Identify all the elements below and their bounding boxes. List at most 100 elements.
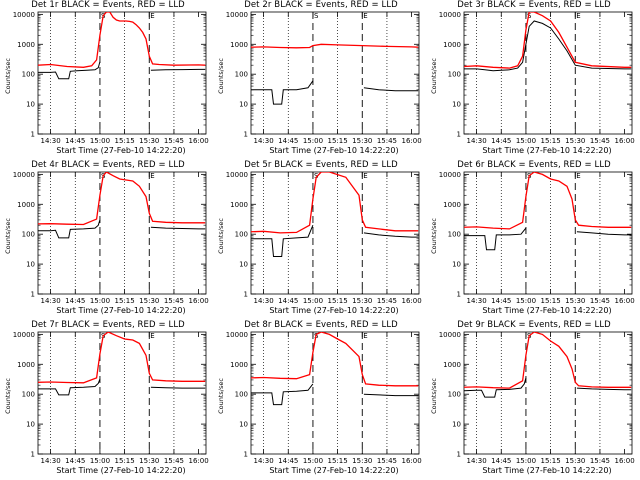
series-line-black — [363, 393, 419, 397]
plot-frame — [463, 331, 633, 455]
marker-label-e: E — [363, 12, 367, 20]
x-tick-label: 15:00 — [516, 457, 536, 465]
x-tick-label: 14:30 — [41, 297, 61, 305]
x-tick-label: 15:45 — [590, 457, 610, 465]
x-tick-label: 15:15 — [328, 457, 348, 465]
series-line-black — [464, 377, 527, 398]
x-tick-label: 14:45 — [278, 137, 298, 145]
detector-panel: Det 1r BLACK = Events, RED = LLD Start Ti… — [0, 0, 213, 160]
x-tick-label: 14:45 — [278, 297, 298, 305]
y-tick-label: 1000 — [443, 41, 461, 49]
x-tick-label: 14:30 — [254, 297, 274, 305]
y-tick-label: 10000 — [439, 11, 461, 19]
x-tick-label: 15:45 — [377, 137, 397, 145]
panel-title: Det 7r BLACK = Events, RED = LLD — [31, 320, 185, 330]
y-tick-label: 10000 — [226, 331, 248, 339]
x-tick-label: 16:00 — [615, 297, 635, 305]
panel-title: Det 5r BLACK = Events, RED = LLD — [244, 160, 398, 170]
x-tick-label: 14:30 — [254, 457, 274, 465]
x-tick-label: 15:30 — [139, 457, 159, 465]
y-tick-label: 100 — [235, 231, 248, 239]
marker-label-e: E — [150, 172, 154, 180]
marker-label-e: E — [150, 332, 154, 340]
x-tick-label: 15:45 — [590, 137, 610, 145]
detector-panel: Det 3r BLACK = Events, RED = LLD Start Ti… — [426, 0, 639, 160]
x-tick-label: 15:45 — [164, 457, 184, 465]
x-tick-label: 15:00 — [303, 137, 323, 145]
x-tick-label: 15:15 — [328, 297, 348, 305]
marker-label-e: E — [576, 332, 580, 340]
y-tick-label: 100 — [235, 71, 248, 79]
y-tick-label: 100 — [22, 71, 35, 79]
series-line-black — [38, 378, 101, 396]
x-tick-label: 15:30 — [139, 297, 159, 305]
y-tick-label: 1000 — [443, 361, 461, 369]
series-line-black — [38, 219, 101, 239]
plot-frame — [37, 171, 207, 295]
y-tick-label: 1 — [31, 291, 35, 299]
x-tick-label: 16:00 — [615, 457, 635, 465]
series-line-red — [251, 43, 419, 49]
series-line-red — [38, 172, 206, 226]
plot-frame — [463, 171, 633, 295]
series-line-black — [251, 383, 314, 406]
x-tick-label: 14:30 — [254, 137, 274, 145]
detector-panel: Det 7r BLACK = Events, RED = LLD Start Ti… — [0, 320, 213, 480]
plot-area: 1 10 100 1000 10000 14:30 14:45 15:00 15:15 15:30… — [13, 171, 209, 305]
panel-title: Det 1r BLACK = Events, RED = LLD — [31, 0, 185, 10]
x-tick-label: 16:00 — [189, 297, 209, 305]
y-tick-label: 1000 — [230, 361, 248, 369]
panel-title: Det 2r BLACK = Events, RED = LLD — [244, 0, 398, 10]
x-tick-label: 14:45 — [491, 457, 511, 465]
x-axis-title: Start Time (27-Feb-10 14:22:20) — [269, 146, 399, 155]
y-tick-label: 1 — [244, 451, 248, 459]
x-tick-label: 15:15 — [115, 137, 135, 145]
y-tick-label: 10000 — [13, 331, 35, 339]
y-tick-label: 1 — [31, 131, 35, 139]
x-axis-title: Start Time (27-Feb-10 14:22:20) — [269, 466, 399, 475]
detector-panel: Det 8r BLACK = Events, RED = LLD Start Ti… — [213, 320, 426, 480]
x-tick-label: 15:00 — [516, 137, 536, 145]
x-tick-label: 16:00 — [402, 457, 422, 465]
marker-label-e: E — [363, 172, 367, 180]
y-tick-label: 10000 — [226, 11, 248, 19]
series-line-black — [251, 80, 314, 105]
y-tick-label: 1 — [457, 451, 461, 459]
series-line-black — [363, 87, 419, 92]
series-line-black — [251, 225, 314, 257]
marker-label-s: S — [314, 172, 319, 180]
x-tick-label: 15:45 — [377, 297, 397, 305]
x-tick-label: 16:00 — [189, 137, 209, 145]
x-tick-label: 15:15 — [115, 297, 135, 305]
plot-area: 1 10 100 1000 10000 14:30 14:45 15:00 15:15 15:30… — [13, 331, 209, 465]
series-line-red — [38, 332, 206, 384]
series-line-red — [251, 172, 419, 234]
x-tick-label: 15:30 — [565, 457, 585, 465]
y-tick-label: 10 — [26, 421, 35, 429]
x-axis-title: Start Time (27-Feb-10 14:22:20) — [482, 466, 612, 475]
x-tick-label: 15:15 — [328, 137, 348, 145]
x-tick-label: 14:30 — [467, 457, 487, 465]
y-tick-label: 1 — [457, 291, 461, 299]
series-line-red — [38, 12, 206, 68]
y-tick-label: 10 — [452, 421, 461, 429]
marker-label-s: S — [527, 12, 532, 20]
y-tick-label: 1 — [31, 451, 35, 459]
x-tick-label: 15:00 — [90, 457, 110, 465]
x-tick-label: 15:00 — [303, 297, 323, 305]
series-line-black — [576, 231, 632, 236]
series-line-black — [150, 386, 206, 389]
plot-area: 1 10 100 1000 10000 14:30 14:45 15:00 15:15 15:30… — [13, 11, 209, 145]
y-tick-label: 10 — [452, 261, 461, 269]
y-tick-label: 10000 — [439, 171, 461, 179]
y-tick-label: 10000 — [13, 171, 35, 179]
x-tick-label: 14:30 — [41, 457, 61, 465]
x-axis-title: Start Time (27-Feb-10 14:22:20) — [56, 306, 186, 315]
plot-frame — [250, 331, 420, 455]
detector-panel: Det 5r BLACK = Events, RED = LLD Start Ti… — [213, 160, 426, 320]
x-tick-label: 15:15 — [541, 457, 561, 465]
series-line-black — [464, 227, 527, 251]
plot-area: 1 10 100 1000 10000 14:30 14:45 15:00 15:15 15:30… — [226, 331, 422, 465]
y-tick-label: 100 — [235, 391, 248, 399]
